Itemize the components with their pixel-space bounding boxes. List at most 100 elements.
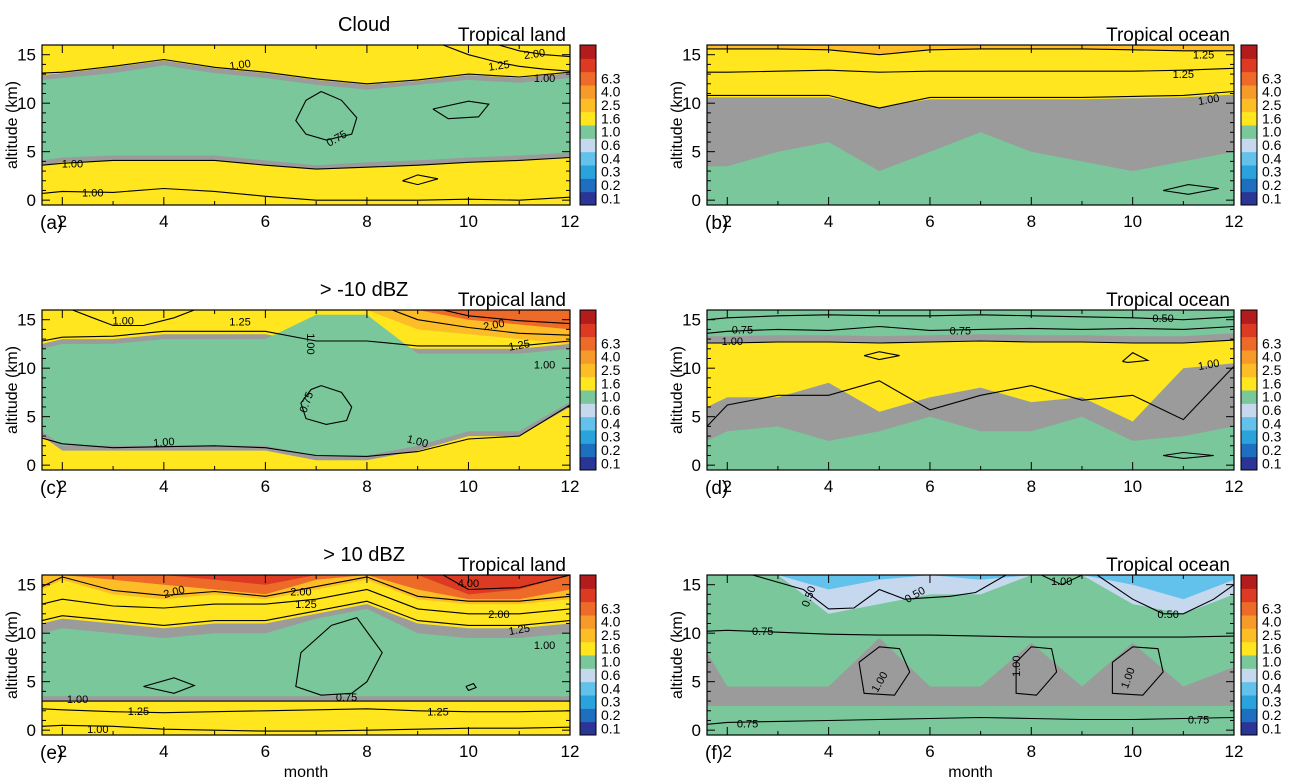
band-green: [42, 314, 570, 456]
panel-label: (b): [705, 213, 728, 234]
colorbar-swatch: [1241, 443, 1257, 458]
contour-label: 2.00: [523, 47, 546, 62]
axes-frame: [706, 44, 1235, 206]
colorbar-swatch: [580, 178, 596, 193]
colorbar-swatch: [580, 58, 596, 73]
colorbar-swatch: [1241, 191, 1257, 206]
x-tick-label: 8: [1027, 742, 1036, 761]
colorbar-tick-label: 0.6: [601, 402, 621, 418]
contour-label: 0.75: [752, 626, 773, 638]
axes-frame: [41, 44, 571, 206]
colorbar-tick-label: 0.3: [1262, 164, 1282, 180]
colorbar-swatch: [1241, 165, 1257, 179]
contour-line: [72, 310, 195, 327]
colorbar-tick-label: 1.0: [1262, 389, 1282, 405]
contour-line: [42, 576, 570, 602]
contour-label: 1.00: [1011, 655, 1023, 676]
x-tick-label: 2: [58, 477, 67, 496]
colorbar-frame: [1240, 574, 1258, 736]
contour-label: 0.50: [1152, 313, 1173, 325]
region-label: Tropical land: [458, 555, 566, 576]
plot-area: 1.00 1.251.002.000.751.001.00: [42, 45, 570, 205]
band-orange: [707, 45, 1234, 55]
contour-line: [42, 58, 570, 85]
contour-label: 1.00: [304, 333, 316, 354]
colorbar-frame: [1240, 44, 1258, 206]
panel-label: (e): [40, 743, 63, 764]
colorbar-swatch: [1241, 45, 1257, 59]
colorbar-tick-label: 0.2: [1262, 442, 1282, 458]
colorbar-tick-label: 4.0: [1262, 84, 1282, 100]
x-tick-label: 12: [1225, 742, 1244, 761]
contour-line: [707, 48, 1234, 56]
colorbar-swatch: [580, 350, 596, 364]
plot-area: 0.75 0.750.750.50 0.500.501.001.001.00 1.00: [707, 575, 1234, 735]
colorbar-tick-label: 1.0: [601, 389, 621, 405]
contour-label: 1.25: [488, 59, 511, 74]
contour-label: 0.75: [336, 692, 357, 704]
contour-line: [707, 325, 1234, 334]
region-label: Tropical ocean: [1106, 25, 1230, 46]
contour-label: 1.00: [113, 316, 134, 328]
contour-line: [402, 174, 439, 186]
y-tick-label: 15: [17, 576, 36, 595]
contour-label: 1.00: [534, 640, 555, 652]
colorbar-tick-label: 1.0: [601, 654, 621, 670]
contour-label: 1.00: [67, 694, 88, 706]
contour-label: 1.25: [128, 706, 149, 718]
colorbar-tick-label: 0.1: [1262, 720, 1282, 736]
colorbar-tick-label: 0.6: [1262, 402, 1282, 418]
colorbar-tick-label: 2.5: [601, 362, 621, 378]
contour-line: [42, 404, 570, 457]
colorbar-tick-label: 1.0: [601, 124, 621, 140]
colorbar: 0.10.20.30.40.61.01.62.54.06.3: [1240, 309, 1282, 471]
x-tick-label: 8: [362, 212, 371, 231]
band-gray: [707, 363, 1234, 441]
colorbar-tick-label: 0.6: [1262, 667, 1282, 683]
contour-label: 1.25: [508, 338, 531, 354]
colorbar-tick-label: 1.6: [1262, 110, 1282, 126]
colorbar-swatch: [580, 641, 596, 656]
colorbar-swatch: [580, 165, 596, 179]
colorbar-tick-label: 0.4: [601, 680, 621, 696]
chart-panel-0: 1.00 1.251.002.000.751.001.002 4 6 8 10 120510…: [4, 14, 621, 234]
colorbar-tick-label: 1.6: [601, 110, 621, 126]
colorbar-tick-label: 0.2: [601, 442, 621, 458]
contour-label: 1.00: [406, 433, 430, 450]
colorbar-swatch: [580, 111, 596, 126]
contour-label: 1.00: [1197, 358, 1220, 374]
y-tick-label: 0: [692, 191, 701, 210]
x-tick-label: 2: [723, 477, 732, 496]
y-axis-label: altitude (km): [4, 611, 21, 699]
colorbar-swatch: [1241, 151, 1257, 166]
colorbar: 0.10.20.30.40.61.01.62.54.06.3: [579, 44, 621, 206]
x-tick-label: 2: [723, 212, 732, 231]
colorbar-tick-label: 0.6: [1262, 137, 1282, 153]
colorbar-swatch: [1241, 575, 1257, 589]
colorbar-swatch: [1241, 668, 1257, 683]
colorbar-swatch: [580, 601, 596, 616]
colorbar-swatch: [580, 403, 596, 418]
contour-label: 2.00: [488, 609, 509, 621]
colorbar-swatch: [580, 615, 596, 629]
y-tick-label: 15: [682, 46, 701, 65]
x-tick-label: 4: [824, 212, 833, 231]
y-tick-label: 0: [692, 721, 701, 740]
colorbar-tick-label: 0.2: [601, 707, 621, 723]
band-gray: [707, 94, 1234, 172]
y-tick-label: 5: [692, 143, 701, 162]
colorbar-swatch: [580, 708, 596, 723]
colorbar-swatch: [580, 668, 596, 683]
colorbar-tick-label: 1.0: [1262, 654, 1282, 670]
contour-label: 1.00: [534, 359, 555, 371]
contour-line: [707, 339, 1234, 344]
colorbar-swatch: [580, 628, 596, 643]
colorbar-tick-label: 0.3: [601, 164, 621, 180]
contour-line: [295, 90, 358, 141]
colorbar-swatch: [1241, 310, 1257, 324]
x-tick-label: 2: [58, 212, 67, 231]
x-tick-label: 10: [1123, 742, 1142, 761]
contour-label: 1.25: [1173, 69, 1194, 81]
chart-panel-5: 0.75 0.750.750.50 0.500.501.001.001.00 1.00…: [669, 555, 1282, 781]
colorbar-tick-label: 0.4: [1262, 415, 1282, 431]
